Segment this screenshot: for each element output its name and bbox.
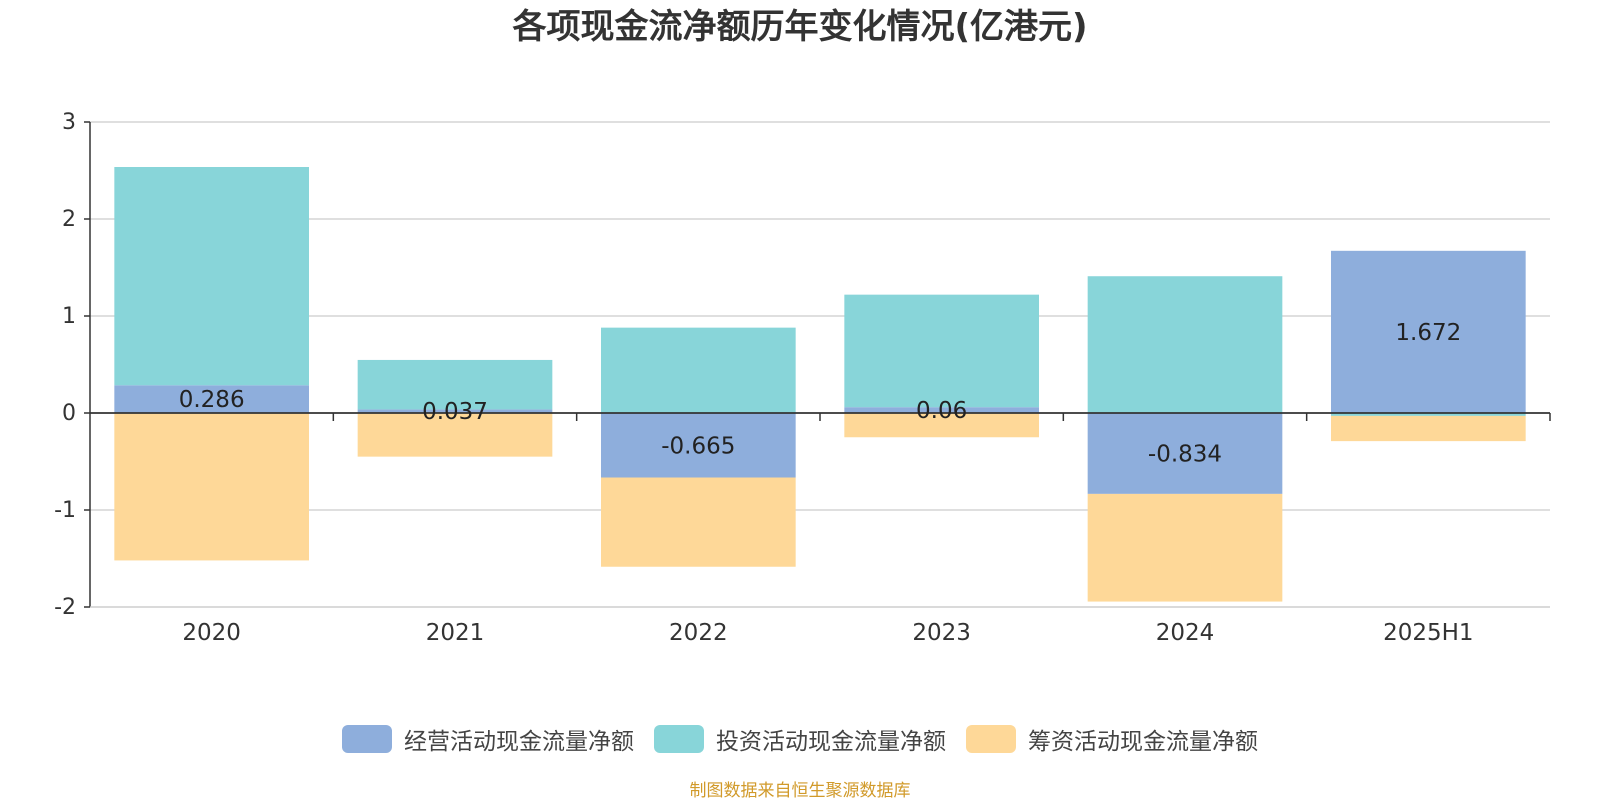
legend-item-investing[interactable]: 投资活动现金流量净额: [654, 722, 946, 756]
axes: -2 -1 0 1 2 3 2020 2021 2022 2023 2024 2025H1: [54, 110, 1551, 646]
data-label-2021: 0.037: [422, 399, 488, 425]
legend-label: 筹资活动现金流量净额: [1028, 729, 1258, 755]
data-label-2020: 0.286: [179, 387, 245, 413]
bar-investing-2020: [114, 167, 309, 386]
bar-investing-2023: [844, 294, 1039, 408]
data-label-2022: -0.665: [661, 433, 735, 459]
bar-operating-2020: [114, 385, 309, 413]
bar-investing-2021: [357, 359, 553, 410]
x-tick-label-2023: 2023: [912, 620, 971, 646]
bar-financing-2023: [844, 413, 1039, 438]
bar-operating-2025H1: [1331, 250, 1526, 413]
legend: 经营活动现金流量净额 投资活动现金流量净额 筹资活动现金流量净额: [0, 722, 1600, 756]
bar-financing-2024: [1087, 493, 1283, 602]
source-note: 制图数据来自恒生聚源数据库: [689, 781, 911, 801]
bar-financing-2025H1: [1331, 415, 1526, 442]
y-tick-label: 3: [62, 110, 76, 135]
x-tick-label-2024: 2024: [1156, 620, 1215, 646]
bar-investing-2025H1: [1331, 413, 1526, 416]
data-labels: 0.286 0.037 -0.665 0.06 -0.834 1.672: [179, 320, 1462, 468]
chart-title: 各项现金流净额历年变化情况(亿港元): [512, 7, 1088, 47]
x-tick-label-2025H1: 2025H1: [1383, 620, 1473, 646]
y-tick-label: 0: [62, 401, 76, 426]
bar-operating-2022: [601, 413, 796, 478]
y-tick-label: -2: [54, 595, 76, 620]
bar-operating-2023: [844, 407, 1039, 413]
data-label-2025H1: 1.672: [1395, 320, 1461, 346]
y-tick-label: -1: [54, 498, 76, 523]
legend-item-financing[interactable]: 筹资活动现金流量净额: [966, 722, 1258, 756]
data-label-2023: 0.06: [916, 398, 967, 424]
legend-swatch: [342, 725, 392, 753]
bar-financing-2022: [601, 477, 796, 567]
legend-label: 经营活动现金流量净额: [404, 729, 634, 755]
x-tick-label-2020: 2020: [182, 620, 241, 646]
bars: [114, 167, 1526, 602]
bar-operating-2024: [1087, 413, 1283, 494]
legend-label: 投资活动现金流量净额: [716, 729, 946, 755]
x-tick-label-2022: 2022: [669, 620, 728, 646]
bar-operating-2021: [357, 409, 553, 413]
bar-financing-2020: [114, 413, 309, 561]
legend-swatch: [966, 725, 1016, 753]
y-tick-label: 1: [62, 304, 76, 329]
legend-item-operating[interactable]: 经营活动现金流量净额: [342, 722, 634, 756]
data-label-2024: -0.834: [1148, 441, 1222, 467]
bar-financing-2021: [357, 413, 553, 457]
bar-investing-2022: [601, 327, 796, 413]
bar-investing-2024: [1087, 276, 1283, 413]
y-tick-label: 2: [62, 207, 76, 232]
legend-swatch: [654, 725, 704, 753]
x-tick-label-2021: 2021: [426, 620, 485, 646]
